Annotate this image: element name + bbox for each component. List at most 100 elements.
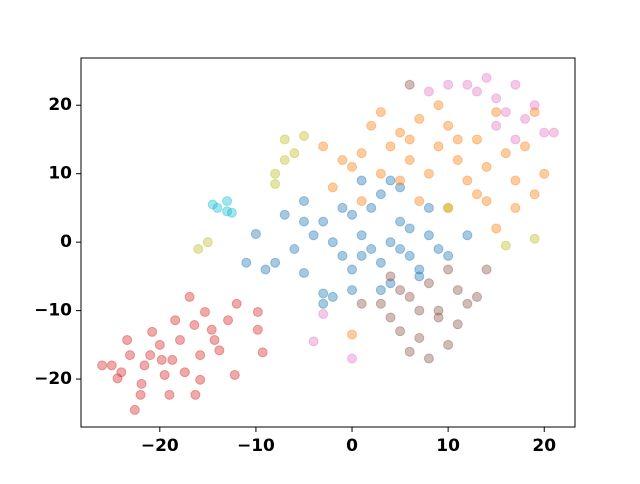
point <box>395 326 406 337</box>
point <box>229 369 240 380</box>
point <box>423 278 434 289</box>
point <box>500 240 511 251</box>
point <box>252 306 263 317</box>
point <box>106 360 117 371</box>
point <box>423 168 434 179</box>
point <box>356 230 367 241</box>
point <box>443 250 454 261</box>
y-tick-label: −20 <box>34 369 72 389</box>
point <box>337 202 348 213</box>
point <box>481 196 492 207</box>
point <box>375 257 386 268</box>
point <box>491 223 502 234</box>
point <box>195 350 206 361</box>
point <box>491 120 502 131</box>
point <box>529 233 540 244</box>
point <box>385 237 396 248</box>
y-tick-label: 0 <box>60 232 72 252</box>
point <box>298 267 309 278</box>
point <box>433 312 444 323</box>
point <box>433 244 444 255</box>
point <box>179 367 190 378</box>
point <box>136 378 147 389</box>
point <box>539 168 550 179</box>
point <box>252 324 263 335</box>
point <box>298 216 309 227</box>
point <box>462 230 473 241</box>
point <box>298 131 309 142</box>
point <box>318 216 329 227</box>
point <box>443 202 454 213</box>
point <box>510 79 521 90</box>
point <box>500 148 511 159</box>
point <box>231 298 242 309</box>
point <box>298 196 309 207</box>
point <box>414 305 425 316</box>
point <box>356 298 367 309</box>
point <box>337 155 348 166</box>
point <box>452 319 463 330</box>
point <box>423 202 434 213</box>
point <box>385 278 396 289</box>
point <box>190 389 201 400</box>
x-tick-label: −20 <box>141 436 179 456</box>
point <box>97 360 108 371</box>
point <box>471 189 482 200</box>
point <box>260 264 271 275</box>
point <box>471 134 482 145</box>
point <box>443 202 454 213</box>
y-tick-label: 20 <box>48 95 72 115</box>
point <box>404 155 415 166</box>
point <box>327 291 338 302</box>
point <box>385 175 396 186</box>
point <box>414 113 425 124</box>
point <box>452 155 463 166</box>
point <box>170 315 181 326</box>
point <box>270 178 281 189</box>
point <box>318 298 329 309</box>
point <box>395 216 406 227</box>
point <box>462 298 473 309</box>
point <box>529 189 540 200</box>
point <box>404 250 415 261</box>
point <box>375 107 386 118</box>
point <box>520 141 531 152</box>
point <box>139 360 150 371</box>
point <box>135 389 146 400</box>
point <box>385 271 396 282</box>
point <box>510 175 521 186</box>
point <box>423 230 434 241</box>
point <box>212 202 223 213</box>
point <box>327 182 338 193</box>
point <box>189 319 200 330</box>
point <box>443 79 454 90</box>
point <box>462 79 473 90</box>
point <box>423 86 434 97</box>
point <box>308 336 319 347</box>
point <box>156 354 167 365</box>
point <box>366 120 377 131</box>
point <box>223 315 234 326</box>
point <box>112 373 123 384</box>
point <box>404 291 415 302</box>
point <box>308 230 319 241</box>
point <box>279 155 290 166</box>
point <box>289 244 300 255</box>
point <box>471 291 482 302</box>
point <box>375 168 386 179</box>
point <box>404 223 415 234</box>
point <box>214 345 225 356</box>
point <box>414 196 425 207</box>
point <box>510 134 521 145</box>
point <box>279 209 290 220</box>
point <box>222 206 233 217</box>
y-tick-label: −10 <box>34 301 72 321</box>
point <box>206 324 217 335</box>
point <box>452 134 463 145</box>
point <box>443 339 454 350</box>
point <box>356 250 367 261</box>
point <box>270 257 281 268</box>
point <box>395 244 406 255</box>
x-tick-label: 0 <box>346 436 358 456</box>
